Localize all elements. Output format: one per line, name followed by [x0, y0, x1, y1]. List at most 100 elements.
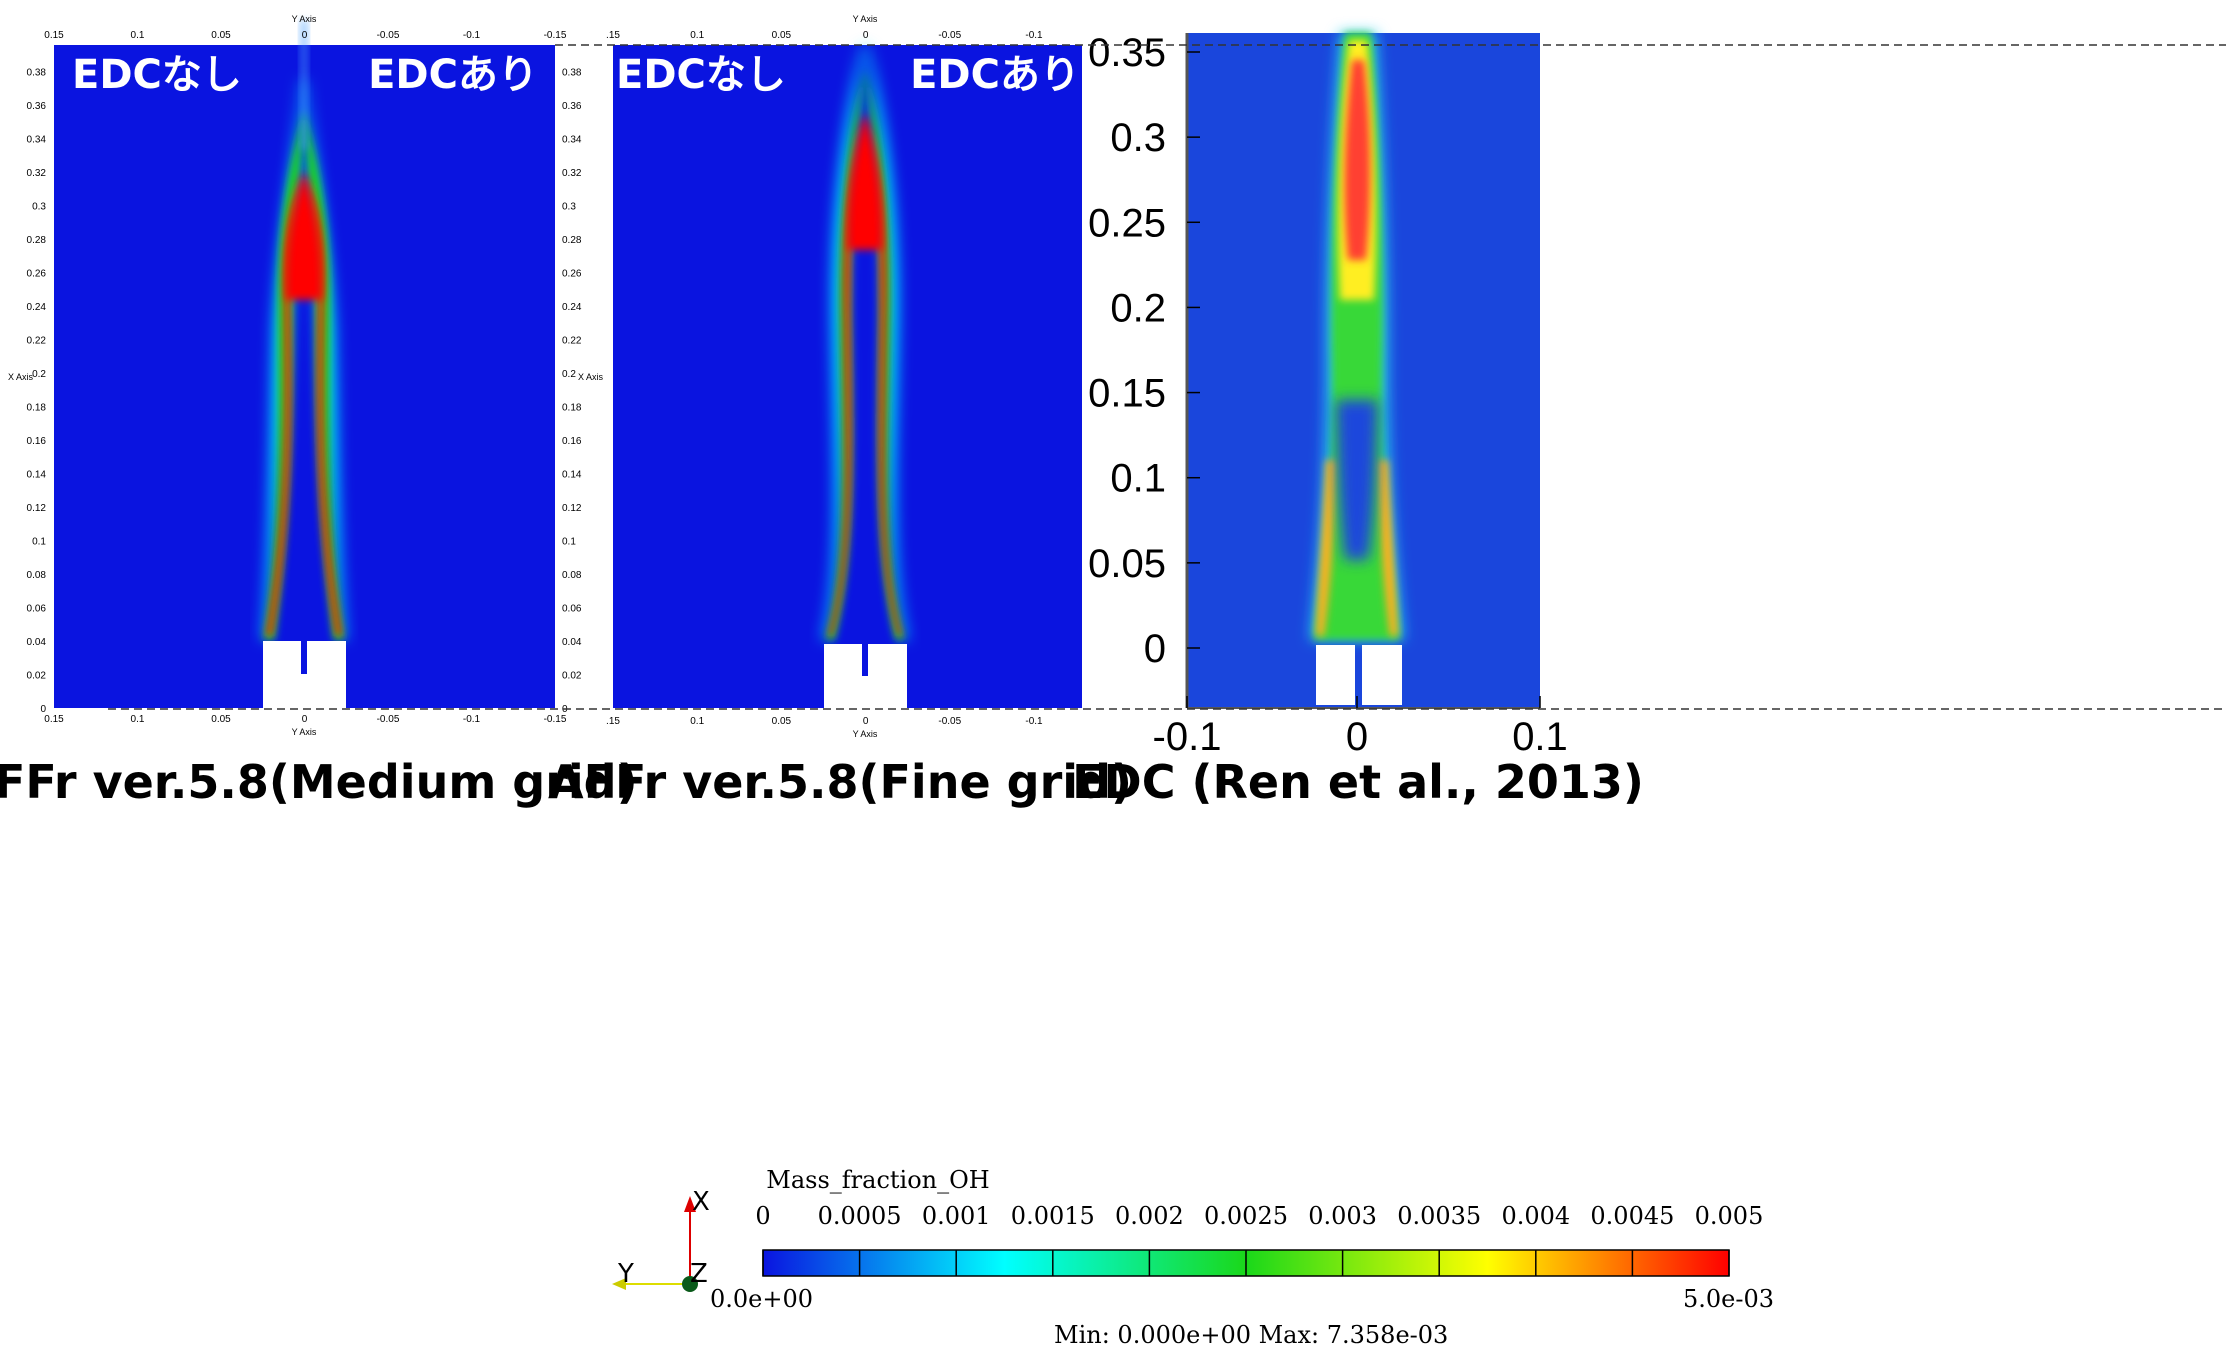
- y-tick-label: 0.38: [562, 68, 582, 79]
- y-tick-label: 0.02: [27, 671, 47, 682]
- fuel-nozzle-fine: [862, 644, 868, 676]
- y-tick-label: 0.32: [27, 168, 47, 179]
- x-tick-label: 0.1: [131, 714, 145, 725]
- orientation-axes: X Y Z: [612, 1187, 710, 1292]
- y-tick-label: 0.04: [27, 637, 47, 648]
- x-axis-title-top-fine: Y Axis: [853, 14, 878, 24]
- y-axis-title-medium: X Axis: [8, 372, 34, 382]
- y-tick-label: 0.2: [1110, 286, 1166, 330]
- y-tick-label: 0.34: [562, 135, 582, 146]
- colorbar: Mass_fraction_OH 0 0.0005 0.001 0.0015 0.002…: [710, 1166, 1774, 1349]
- x-tick-label: 0.05: [772, 30, 792, 41]
- x-tick-label: 0.1: [131, 30, 145, 41]
- y-ticks-right-medium: 00.020.040.060.080.10.120.140.160.180.20…: [562, 68, 582, 716]
- x-ticks-top-fine: .15 0.1 0.05 0 -0.05 -0.1: [606, 30, 1043, 41]
- x-ticks-top-medium: 0.15 0.1 0.05 0 -0.05 -0.1 -0.15: [44, 30, 567, 41]
- y-tick-label: 0.18: [27, 403, 47, 414]
- y-tick-label: 0.1: [562, 537, 576, 548]
- y-tick-label: 0.16: [27, 436, 47, 447]
- x-axis-title-bottom-medium: Y Axis: [292, 727, 317, 737]
- colorbar-tick-label: 0.0005: [818, 1202, 902, 1230]
- y-tick-label: 0.3: [1110, 116, 1166, 160]
- label-edc-off-fine: EDCなし: [616, 52, 786, 98]
- y-tick-label: 0.05: [1088, 542, 1166, 586]
- x-tick-label: -0.1: [1025, 30, 1043, 41]
- colorbar-min-label: 0.0e+00: [710, 1285, 813, 1313]
- y-axis-title-fine: X Axis: [578, 372, 604, 382]
- y-tick-label: 0.2: [562, 369, 576, 380]
- y-tick-label: 0.38: [27, 68, 47, 79]
- x-tick-label: 0.1: [1512, 715, 1568, 759]
- label-edc-on-medium: EDCあり: [368, 52, 538, 98]
- y-tick-label: 0.35: [1088, 31, 1166, 75]
- x-tick-label: -0.05: [938, 30, 961, 41]
- y-tick-label: 0.22: [562, 336, 582, 347]
- y-tick-label: 0.08: [562, 570, 582, 581]
- x-axis-title-top-medium: Y Axis: [292, 14, 317, 24]
- fuel-nozzle-medium: [301, 641, 307, 674]
- y-tick-label: 0.02: [562, 671, 582, 682]
- flame-medium: [262, 20, 346, 640]
- x-tick-label: -0.05: [377, 30, 400, 41]
- x-tick-label: 0: [302, 714, 308, 725]
- x-tick-label: 0.1: [690, 716, 704, 727]
- x-tick-label: .15: [606, 30, 620, 41]
- y-tick-label: 0.08: [27, 570, 47, 581]
- y-tick-label: 0.36: [27, 101, 47, 112]
- x-ticks-bottom-fine: .15 0.1 0.05 0 -0.05 -0.1: [606, 716, 1043, 727]
- colorbar-tick-label: 0.004: [1501, 1202, 1570, 1230]
- y-tick-label: 0.1: [32, 537, 46, 548]
- y-tick-label: 0.2: [32, 369, 46, 380]
- burner-right-ren: [1362, 645, 1402, 705]
- colorbar-tick-label: 0.0025: [1204, 1202, 1288, 1230]
- axis-label-x: X: [692, 1187, 710, 1217]
- plot-area-medium: [54, 45, 555, 708]
- y-tick-label: 0.3: [562, 202, 576, 213]
- colorbar-tick-label: 0.001: [922, 1202, 991, 1230]
- x-tick-label: 0.05: [772, 716, 792, 727]
- colorbar-tick-label: 0.0035: [1397, 1202, 1481, 1230]
- burner-left-ren: [1316, 645, 1355, 705]
- x-tick-label: 0.05: [211, 714, 231, 725]
- x-tick-label: -0.15: [544, 30, 567, 41]
- y-tick-label: 0: [1144, 627, 1166, 671]
- x-tick-label: 0: [863, 716, 869, 727]
- y-ticks-left-medium: 0 0.02 0.04 0.06 0.08 0.1 0.12 0.14 0.16 0.18 0.2 0…: [27, 68, 47, 716]
- y-ticks-ren: 0 0.05 0.1 0.15 0.2 0.25 0.3 0.35: [1088, 31, 1200, 671]
- x-tick-label: -0.1: [1025, 716, 1043, 727]
- y-tick-label: 0.04: [562, 637, 582, 648]
- y-tick-label: 0.25: [1088, 201, 1166, 245]
- colorbar-tick-label: 0.0015: [1011, 1202, 1095, 1230]
- caption-medium: AFFr ver.5.8(Medium grid): [0, 755, 638, 809]
- y-tick-label: 0.16: [562, 436, 582, 447]
- x-tick-label: 0.15: [44, 714, 64, 725]
- y-tick-label: 0: [40, 704, 46, 715]
- label-edc-off-medium: EDCなし: [72, 52, 242, 98]
- x-tick-label: 0: [1346, 715, 1368, 759]
- panel-ren-edc: 0 0.05 0.1 0.15 0.2 0.25 0.3 0.35 -0.1 0 0.1 EDC …: [1072, 31, 1644, 809]
- colorbar-title: Mass_fraction_OH: [766, 1166, 989, 1194]
- x-tick-label: 0.15: [44, 30, 64, 41]
- y-tick-label: 0.1: [1110, 457, 1166, 501]
- x-tick-label: 0.1: [690, 30, 704, 41]
- y-tick-label: 0.28: [562, 235, 582, 246]
- x-ticks-ren: -0.1 0 0.1: [1153, 696, 1568, 759]
- colorbar-tick-label: 0.002: [1115, 1202, 1184, 1230]
- y-tick-label: 0.15: [1088, 372, 1166, 416]
- y-tick-label: 0.3: [32, 202, 46, 213]
- y-tick-label: 0.24: [27, 302, 47, 313]
- panel-medium-grid: Y Axis Y Axis X Axis 0.15 0.1 0.05 0 -0.05 -0…: [0, 14, 638, 809]
- x-tick-label: .15: [606, 716, 620, 727]
- x-ticks-bottom-medium: 0.15 0.1 0.05 0 -0.05 -0.1 -0.15: [44, 714, 567, 725]
- y-tick-label: 0.24: [562, 302, 582, 313]
- colorbar-max-label: 5.0e-03: [1683, 1285, 1774, 1313]
- y-tick-label: 0.14: [562, 470, 582, 481]
- colorbar-range-text: Min: 0.000e+00 Max: 7.358e-03: [1054, 1321, 1448, 1349]
- colorbar-tick-label: 0.0045: [1590, 1202, 1674, 1230]
- colorbar-tick-label: 0.005: [1695, 1202, 1764, 1230]
- y-tick-label: 0.18: [562, 403, 582, 414]
- y-tick-label: 0.28: [27, 235, 47, 246]
- x-tick-label: 0.05: [211, 30, 231, 41]
- panel-fine-grid: Y Axis Y Axis X Axis .15 0.1 0.05 0 -0.05 -0.…: [548, 14, 1132, 809]
